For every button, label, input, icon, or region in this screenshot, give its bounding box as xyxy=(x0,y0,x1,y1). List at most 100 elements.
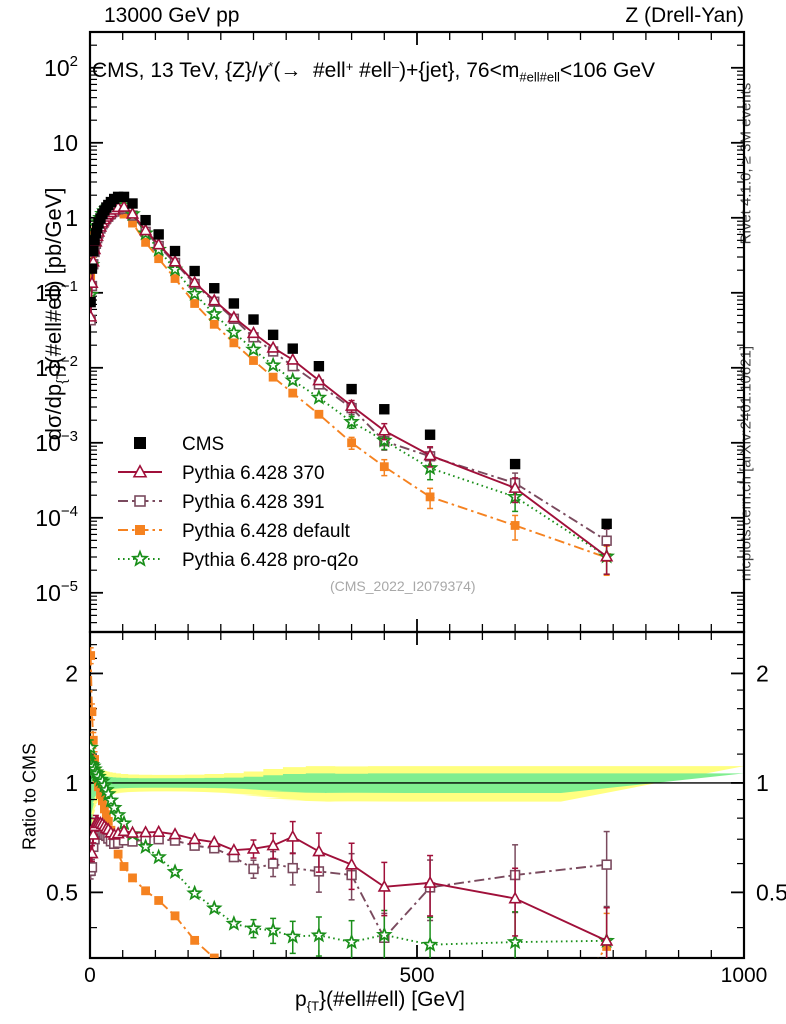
data-point-marker xyxy=(134,495,146,507)
series-line xyxy=(90,205,608,558)
data-point-marker xyxy=(375,926,393,942)
y-tick-label: 10−2 xyxy=(35,353,78,381)
data-point-marker xyxy=(264,356,282,373)
legend-marker-p370 xyxy=(132,464,148,478)
data-point-marker xyxy=(190,935,200,945)
data-point-marker xyxy=(225,914,243,931)
data-point-marker xyxy=(313,360,325,372)
data-point-marker xyxy=(506,933,524,950)
data-point-marker xyxy=(310,926,328,943)
ratio-y-tick-label: 0.5 xyxy=(756,879,786,905)
data-point-marker xyxy=(267,858,279,869)
legend-label-p370: Pythia 6.428 370 xyxy=(182,463,325,484)
series-line xyxy=(90,207,608,542)
data-point-marker xyxy=(379,462,389,472)
data-point-marker xyxy=(90,228,102,239)
y-tick-label: 1 xyxy=(65,205,78,231)
data-point-marker xyxy=(343,413,360,429)
data-point-marker xyxy=(286,829,300,842)
series-p370 xyxy=(90,814,614,958)
data-point-marker xyxy=(109,806,127,823)
data-point-marker xyxy=(312,844,326,857)
data-point-marker xyxy=(90,296,96,308)
data-point-marker xyxy=(286,352,300,365)
data-point-marker xyxy=(423,448,437,461)
data-point-marker xyxy=(343,933,360,950)
data-point-marker xyxy=(228,298,240,309)
y-tick-label: 10−3 xyxy=(35,428,78,456)
series-pdefault xyxy=(90,647,612,1020)
data-point-marker xyxy=(117,199,131,212)
data-point-marker xyxy=(113,849,123,859)
data-point-marker xyxy=(118,191,130,203)
x-tick-label: 1000 xyxy=(721,964,768,987)
data-point-marker xyxy=(284,371,302,388)
data-point-marker xyxy=(140,214,151,226)
data-point-marker xyxy=(229,338,239,348)
legend-marker-proq2o xyxy=(130,549,150,567)
y-tick-label: 10−5 xyxy=(35,578,78,606)
data-point-marker xyxy=(284,927,302,944)
ratio-y-tick-label: 2 xyxy=(65,660,78,686)
data-point-marker xyxy=(264,921,282,938)
data-point-marker xyxy=(312,373,326,386)
data-point-marker xyxy=(154,254,164,264)
uncertainty-band-outer xyxy=(90,727,744,869)
y-tick-label: 10−1 xyxy=(35,278,78,306)
data-point-marker xyxy=(205,305,223,322)
analysis-title: CMS, 13 TeV, {Z}/γ*(→ #ell+ #ell–)+{jet}… xyxy=(92,59,656,85)
data-point-marker xyxy=(510,521,520,530)
series-line xyxy=(90,829,607,940)
data-point-marker xyxy=(347,438,356,448)
data-point-marker xyxy=(227,843,241,856)
data-point-marker xyxy=(424,429,436,440)
data-point-marker xyxy=(128,218,137,228)
process-label: Z (Drell-Yan) xyxy=(625,4,744,27)
data-point-marker xyxy=(377,423,391,436)
data-point-marker xyxy=(125,825,140,838)
data-point-marker xyxy=(154,896,164,905)
data-point-marker xyxy=(379,404,390,415)
data-point-marker xyxy=(249,356,258,365)
data-point-marker xyxy=(99,804,109,814)
data-point-marker xyxy=(266,340,280,353)
data-point-marker xyxy=(508,891,522,904)
data-point-marker xyxy=(90,827,100,840)
y-tick-label: 10−4 xyxy=(35,503,78,531)
legend-label-proq2o: Pythia 6.428 pro-q2o xyxy=(182,550,358,571)
data-point-marker xyxy=(141,237,150,247)
data-point-marker xyxy=(90,651,96,660)
y-tick-label: 102 xyxy=(44,53,78,81)
data-point-marker xyxy=(189,265,200,277)
main-panel-frame xyxy=(88,30,746,634)
data-point-marker xyxy=(601,535,612,546)
data-point-marker xyxy=(190,299,200,308)
data-point-marker xyxy=(508,480,522,493)
data-point-marker xyxy=(150,848,167,865)
data-point-marker xyxy=(315,1011,324,1020)
data-point-marker xyxy=(245,919,262,936)
data-point-marker xyxy=(266,838,280,851)
data-point-marker xyxy=(117,823,131,837)
data-point-marker xyxy=(90,707,97,717)
data-point-marker xyxy=(152,237,166,250)
data-point-marker xyxy=(188,832,202,845)
data-point-marker xyxy=(344,398,359,411)
data-point-marker xyxy=(102,791,120,808)
data-point-marker xyxy=(205,899,223,916)
data-point-marker xyxy=(119,862,129,871)
data-point-marker xyxy=(105,799,123,815)
data-point-marker xyxy=(141,886,150,896)
data-point-marker xyxy=(112,191,124,203)
data-point-marker xyxy=(137,838,154,854)
legend-marker-cms xyxy=(134,437,146,449)
data-point-marker xyxy=(169,245,181,257)
data-point-marker xyxy=(138,825,153,838)
legend-marker-p391 xyxy=(134,495,146,507)
data-point-marker xyxy=(135,525,145,535)
data-point-marker xyxy=(288,388,298,398)
series-p391 xyxy=(90,203,612,560)
data-point-marker xyxy=(103,816,113,826)
x-tick-label: 0 xyxy=(84,964,96,987)
uncertainty-band-inner xyxy=(90,741,744,840)
